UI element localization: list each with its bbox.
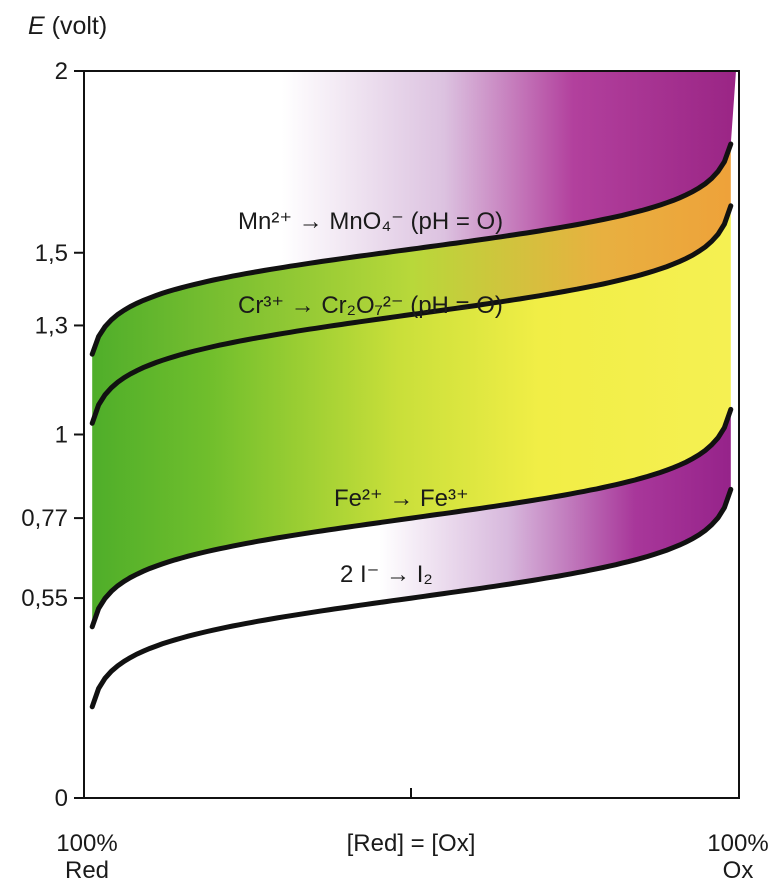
x-label-left-pct: 100% [56, 830, 117, 857]
curve-label-i: 2 I⁻ → I₂ [340, 561, 433, 588]
y-tick-label: 0,55 [21, 585, 68, 612]
curve-i [89, 486, 734, 710]
x-label-middle: [Red] = [Ox] [347, 830, 476, 857]
fill-fe-i [92, 409, 731, 707]
curve-label-fe: Fe²⁺ → Fe³⁺ [334, 485, 469, 512]
y-axis-title: E (volt) [28, 12, 107, 40]
fill-cr-fe [92, 205, 731, 627]
y-tick-label: 0,77 [21, 505, 68, 532]
curve-cr [89, 203, 734, 426]
y-tick-label: 2 [55, 58, 68, 85]
y-tick-label: 1 [55, 422, 68, 449]
curve-fe [89, 406, 734, 630]
y-tick-label: 1,5 [35, 240, 68, 267]
curve-label-mn: Mn²⁺ → MnO₄⁻ (pH = O) [238, 208, 503, 235]
y-tick-label: 0 [55, 785, 68, 812]
fill-above-mn [87, 71, 736, 355]
fill-mn-cr [92, 144, 731, 424]
curves [89, 141, 734, 710]
y-tick-label: 1,3 [35, 312, 68, 339]
curve-label-cr: Cr³⁺ → Cr₂O₇²⁻ (pH = O) [238, 292, 503, 319]
color-fill-regions [87, 71, 736, 707]
x-label-right-pct: 100% [707, 830, 768, 857]
y-axis: 0 0,55 0,77 1 1,3 1,5 2 [21, 58, 84, 812]
x-label-right-ox: Ox [723, 857, 754, 884]
curve-mn [89, 141, 734, 357]
x-label-left-red: Red [65, 857, 109, 884]
